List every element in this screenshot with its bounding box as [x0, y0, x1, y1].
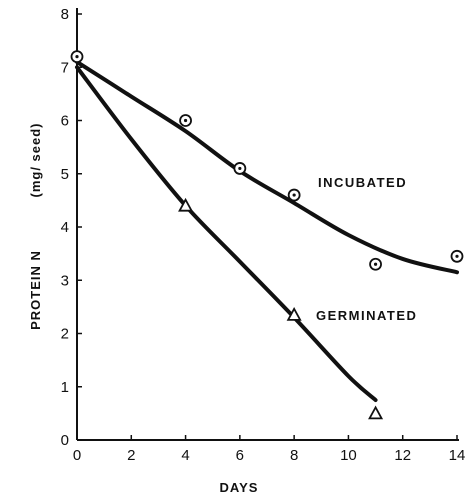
series-line-germinated [75, 65, 378, 403]
data-point-center [373, 262, 378, 266]
data-point-center [292, 193, 296, 197]
series-markers [70, 50, 464, 420]
y-tick-label: 2 [61, 326, 69, 343]
y-tick-label: 4 [61, 219, 69, 236]
series-line-incubated [75, 59, 459, 275]
x-tick-label: 12 [394, 447, 411, 464]
x-tick-label: 4 [181, 447, 189, 464]
data-point-germinated [286, 306, 302, 321]
y-tick-label: 0 [61, 432, 69, 449]
data-point-germinated [178, 197, 194, 212]
y-tick-label: 1 [61, 379, 69, 396]
x-ticks: 0 2 4 6 8 10 12 14 [73, 435, 466, 464]
y-tick-label: 7 [61, 59, 69, 76]
data-point-center [183, 118, 188, 123]
y-tick-label: 5 [61, 166, 69, 183]
y-axis-unit-label: (mg/ seed) [28, 122, 43, 197]
y-tick-label: 6 [61, 113, 69, 130]
x-tick-label: 8 [290, 447, 298, 464]
data-point-center [75, 55, 79, 59]
x-tick-label: 10 [340, 447, 357, 464]
x-tick-label: 2 [127, 447, 135, 464]
data-point-germinated [368, 405, 384, 420]
y-tick-label: 3 [61, 272, 69, 289]
y-axis-label: PROTEIN N [28, 250, 43, 330]
data-point-center [455, 254, 459, 258]
text-labels: DAYS PROTEIN N (mg/ seed) INCUBATED GERM… [28, 122, 417, 495]
axes [76, 8, 459, 441]
series-curves [75, 59, 459, 403]
x-axis-label: DAYS [220, 480, 259, 495]
y-ticks: 0 1 2 3 4 5 6 7 8 [61, 6, 82, 449]
series-label-incubated: INCUBATED [318, 175, 407, 190]
data-point-center [238, 166, 242, 171]
y-tick-label: 8 [61, 6, 69, 23]
series-label-germinated: GERMINATED [316, 308, 417, 323]
x-tick-label: 14 [449, 447, 466, 464]
x-tick-label: 6 [236, 447, 244, 464]
x-tick-label: 0 [73, 447, 81, 464]
